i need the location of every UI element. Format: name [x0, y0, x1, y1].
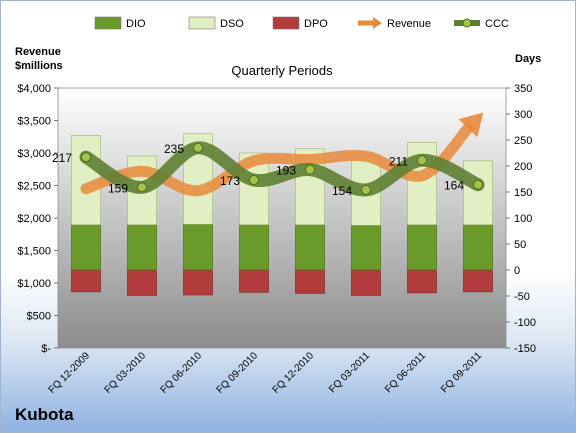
ccc-data-label: 211	[389, 154, 408, 168]
left-tick-label: $1,000	[17, 278, 51, 290]
category-label: FQ 12-2009	[47, 350, 93, 396]
bar-dpo	[239, 269, 269, 293]
chart-title: Quarterly Periods	[231, 63, 333, 78]
right-tick-label: -100	[514, 317, 536, 329]
ccc-data-label: 154	[332, 184, 352, 198]
bar-dio	[183, 223, 213, 271]
right-tick-label: 100	[514, 213, 532, 225]
bar-dio	[463, 224, 493, 271]
left-tick-label: $1,500	[17, 246, 51, 258]
left-tick-label: $2,000	[17, 213, 51, 225]
category-label: FQ 06-2010	[159, 350, 205, 396]
right-tick-label: 50	[514, 239, 526, 251]
ccc-data-label: 173	[220, 174, 240, 188]
bar-dio	[127, 224, 157, 271]
legend-swatch-dso	[188, 16, 216, 30]
category-label: FQ 06-2011	[383, 350, 428, 395]
left-tick-label: $3,000	[17, 148, 51, 160]
right-tick-label: 250	[514, 135, 532, 147]
legend-swatch-revenue-head	[373, 17, 382, 29]
revenue-line	[80, 122, 474, 197]
bar-dio	[239, 224, 269, 271]
legend-swatch-dpo	[272, 16, 300, 30]
legend-label: DSO	[220, 18, 244, 30]
legend-label: Revenue	[387, 18, 431, 30]
bar-dio	[295, 224, 325, 271]
category-label: FQ 03-2011	[327, 350, 372, 395]
bar-dpo	[463, 269, 493, 293]
ccc-data-label: 193	[276, 164, 296, 178]
category-label: FQ 12-2010	[271, 350, 317, 396]
ccc-data-label: 235	[164, 142, 184, 156]
bar-dpo	[127, 269, 157, 296]
left-tick-label: $-	[41, 343, 51, 355]
plot-area	[57, 87, 507, 349]
legend-label: DPO	[304, 18, 328, 30]
right-tick-label: 0	[514, 265, 520, 277]
ccc-point	[305, 164, 315, 175]
bar-dio	[407, 224, 437, 271]
company-name: Kubota	[15, 405, 74, 424]
category-label: FQ 09-2011	[439, 350, 484, 395]
left-axis-title: Revenue	[15, 46, 61, 58]
right-tick-label: -50	[514, 291, 530, 303]
category-label: FQ 09-2010	[215, 350, 261, 396]
ccc-point	[249, 175, 259, 186]
left-axis-title: $millions	[15, 60, 63, 72]
ccc-point	[473, 179, 483, 190]
bar-dio	[71, 224, 101, 271]
ccc-data-label: 164	[444, 179, 464, 193]
right-tick-label: 350	[514, 83, 532, 95]
legend-swatch-ccc-point	[462, 18, 472, 28]
legend-label: CCC	[485, 18, 509, 30]
ccc-point	[361, 184, 371, 195]
ccc-point	[193, 142, 203, 153]
right-axis-title: Days	[515, 53, 541, 65]
legend-swatch-dio	[94, 16, 122, 30]
bar-dpo	[183, 269, 213, 296]
right-tick-label: 200	[514, 161, 532, 173]
ccc-data-label: 217	[52, 151, 72, 165]
category-label: FQ 03-2010	[103, 350, 149, 396]
right-tick-label: 300	[514, 109, 532, 121]
bar-dpo	[407, 269, 437, 294]
ccc-data-label: 159	[108, 181, 128, 195]
revenue-arrowhead	[458, 112, 484, 138]
left-tick-label: $2,500	[17, 181, 51, 193]
right-tick-label: 150	[514, 187, 532, 199]
left-tick-label: $3,500	[17, 116, 51, 128]
right-tick-label: -150	[514, 343, 536, 355]
bar-dpo	[351, 269, 381, 296]
legend-label: DIO	[126, 18, 146, 30]
ccc-point	[417, 155, 427, 166]
ccc-point	[81, 152, 91, 163]
bar-dso	[463, 160, 493, 226]
bar-dpo	[295, 269, 325, 294]
bar-dio	[351, 224, 381, 271]
bar-dpo	[71, 269, 101, 293]
left-tick-label: $4,000	[17, 83, 51, 95]
ccc-point	[137, 182, 147, 193]
left-tick-label: $500	[27, 311, 51, 323]
